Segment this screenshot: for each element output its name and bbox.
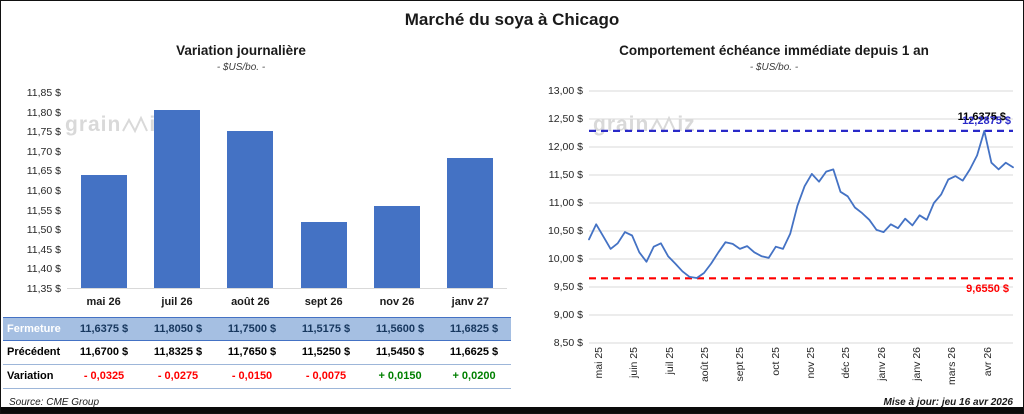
- table-cell: 11,6625 $: [449, 346, 499, 358]
- y-tick-label: 11,35 $: [26, 282, 61, 295]
- table-cell: - 0,0150: [231, 370, 273, 382]
- x-axis-label: sept 25: [734, 347, 747, 382]
- bar: [227, 131, 274, 288]
- y-tick-label: 10,00 $: [547, 253, 583, 265]
- category-label: juil 26: [161, 296, 193, 308]
- table-cell: - 0,0275: [157, 370, 199, 382]
- bar: [80, 175, 127, 288]
- zigzag-logo-icon: [122, 115, 149, 135]
- y-tick-label: 9,00 $: [553, 309, 583, 321]
- table-cell: 11,7650 $: [227, 346, 277, 358]
- line-chart-svg: [588, 90, 1014, 344]
- table-cell: + 0,0150: [378, 370, 422, 382]
- table-cell: 11,7500 $: [227, 323, 277, 335]
- y-tick-label: 11,85 $: [26, 87, 61, 99]
- x-axis-label: avr 26: [981, 347, 994, 377]
- row-label: Variation: [7, 370, 54, 382]
- bar-chart-plot: [67, 93, 507, 289]
- x-axis-label: juin 25: [628, 347, 641, 378]
- bar-chart-x-axis: mai 26 juil 26 août 26 sept 26 nov 26 janv 27: [67, 296, 507, 308]
- x-axis-label: mai 25: [593, 347, 605, 379]
- y-tick-label: 11,65 $: [26, 165, 61, 178]
- page-title: Marché du soya à Chicago: [404, 10, 620, 29]
- x-axis-label: janv 26: [911, 347, 923, 381]
- right-chart-units: - $US/bo. -: [749, 62, 799, 73]
- table-cell: - 0,0075: [305, 370, 347, 382]
- line-chart-x-axis: mai 25 juin 25 juil 25 août 25 sept 25 oct 25…: [589, 345, 1013, 399]
- price-table: Fermeture 11,6375 $ 11,8050 $ 11,7500 $ 11,5…: [3, 317, 511, 389]
- left-chart-title: Variation journalière: [176, 43, 306, 58]
- source-note: Source: CME Group: [9, 397, 100, 408]
- updated-note: Mise à jour: jeu 16 avr 2026: [883, 397, 1013, 408]
- y-tick-label: 11,70 $: [26, 145, 61, 158]
- min-price-label: 9,6550 $: [966, 283, 1009, 296]
- row-label: Fermeture: [7, 323, 61, 335]
- y-tick-label: 11,75 $: [26, 126, 61, 139]
- table-cell: 11,8050 $: [153, 323, 203, 335]
- y-tick-label: 11,00 $: [548, 197, 583, 209]
- x-axis-label: janv 26: [875, 347, 888, 381]
- bar-chart-y-axis: 11,85 $ 11,80 $ 11,75 $ 11,70 $ 11,65 $ 11,60…: [5, 87, 61, 295]
- table-cell: 11,6825 $: [449, 323, 499, 335]
- y-tick-label: 11,55 $: [26, 204, 61, 217]
- current-price-label: 11,6375 $: [957, 110, 1006, 123]
- y-tick-label: 11,45 $: [26, 243, 61, 256]
- category-label: janv 27: [451, 296, 489, 308]
- bar-column: [80, 175, 127, 288]
- row-label: Précédent: [7, 346, 61, 358]
- left-chart-units: - $US/bo. -: [216, 62, 266, 73]
- y-tick-label: 10,50 $: [547, 225, 583, 237]
- table-cell: - 0,0325: [83, 370, 125, 382]
- bottom-border-bar: [1, 407, 1023, 413]
- x-axis-label: août 25: [699, 347, 711, 383]
- table-cell: 11,5600 $: [375, 323, 425, 335]
- table-row-fermeture: Fermeture 11,6375 $ 11,8050 $ 11,7500 $ 11,5…: [3, 317, 511, 341]
- y-tick-label: 8,50 $: [553, 337, 583, 349]
- line-chart-y-axis: 13,00 $ 12,50 $ 12,00 $ 11,50 $ 11,00 $ 10,50…: [531, 85, 583, 349]
- table-cell: 11,5250 $: [301, 346, 351, 358]
- table-cell: 11,8325 $: [153, 346, 203, 358]
- bar-column: [447, 158, 494, 288]
- x-axis-label: déc 25: [840, 347, 853, 379]
- category-label: nov 26: [379, 296, 415, 308]
- table-row-variation: Variation - 0,0325 - 0,0275 - 0,0150 - 0,007…: [3, 365, 511, 389]
- x-axis-label: mars 26: [946, 347, 959, 385]
- category-label: sept 26: [304, 296, 343, 308]
- x-axis-label: oct 25: [769, 347, 782, 376]
- category-label: mai 26: [86, 296, 121, 308]
- table-row-precedent: Précédent 11,6700 $ 11,8325 $ 11,7650 $ 11,5…: [3, 341, 511, 365]
- table-cell: 11,5450 $: [375, 346, 425, 358]
- y-tick-label: 12,50 $: [547, 113, 583, 125]
- bar: [373, 206, 420, 288]
- right-chart-title: Comportement échéance immédiate depuis 1…: [619, 43, 929, 58]
- y-tick-label: 11,50 $: [548, 169, 583, 181]
- bar-column: [153, 110, 200, 288]
- table-cell: 11,6375 $: [79, 323, 129, 335]
- table-cell: 11,6700 $: [79, 346, 129, 358]
- table-cell: 11,5175 $: [301, 323, 351, 335]
- bar: [153, 110, 200, 288]
- y-tick-label: 11,40 $: [26, 263, 61, 276]
- y-tick-label: 11,60 $: [26, 184, 61, 197]
- y-tick-label: 11,80 $: [26, 106, 61, 119]
- bar-column: [300, 222, 347, 288]
- table-cell: + 0,0200: [452, 370, 496, 382]
- category-label: août 26: [231, 296, 270, 308]
- bar: [447, 158, 494, 288]
- y-tick-label: 9,50 $: [553, 281, 583, 293]
- bar: [300, 222, 347, 288]
- max-price-label: 12,2875 $: [962, 114, 1011, 127]
- x-axis-label: juil 25: [663, 347, 676, 375]
- y-tick-label: 13,00 $: [547, 85, 583, 97]
- bar-column: [373, 206, 420, 288]
- x-axis-label: nov 25: [805, 347, 817, 379]
- watermark-text: grain: [65, 113, 122, 136]
- y-tick-label: 12,00 $: [547, 141, 583, 153]
- y-tick-label: 11,50 $: [26, 224, 61, 237]
- bar-column: [227, 131, 274, 288]
- line-chart-plot: 11,6375 $ 12,2875 $ 9,6550 $: [588, 90, 1014, 344]
